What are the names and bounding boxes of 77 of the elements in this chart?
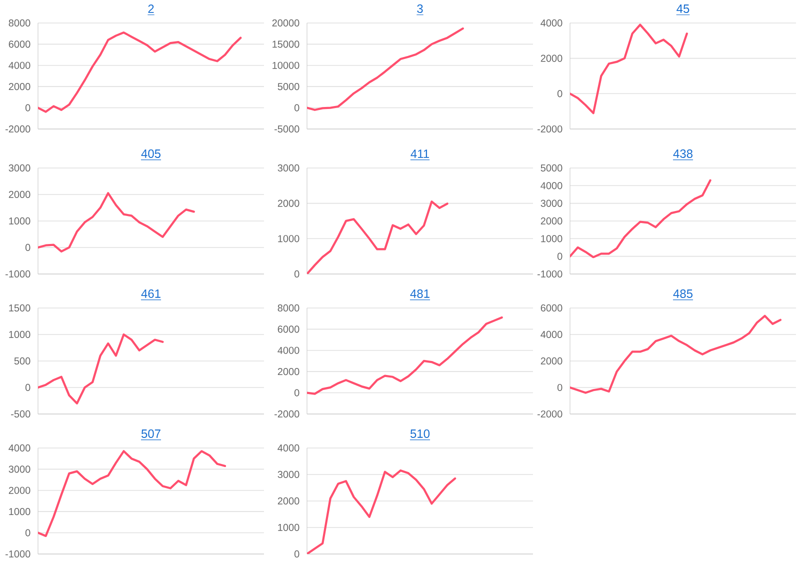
y-tick-label: 2000 (540, 357, 562, 365)
y-tick-label: 0 (294, 550, 300, 558)
y-tick-label: 1500 (9, 304, 30, 312)
y-tick-label: 0 (557, 252, 562, 260)
y-tick-label: 2000 (540, 217, 562, 225)
y-tick-label: 4000 (540, 330, 562, 338)
chart-title: 438 (673, 149, 692, 158)
line-series (307, 200, 448, 274)
y-tick-label: 0 (25, 244, 30, 252)
y-tick-label: -2000 (537, 410, 562, 418)
chart-title: 45 (676, 4, 690, 13)
y-tick-label: 0 (294, 389, 300, 396)
y-tick-label: 3000 (8, 466, 30, 473)
line-series (307, 316, 503, 395)
line-series (307, 27, 464, 111)
y-tick-label: 1000 (9, 217, 30, 225)
y-tick-label: 6000 (540, 304, 562, 312)
chart-title: 461 (141, 289, 160, 298)
line-series (38, 192, 195, 253)
y-tick-label: 0 (294, 104, 300, 112)
y-tick-label: 5000 (278, 83, 300, 90)
y-tick-label: 2000 (8, 190, 30, 198)
chart-title: 481 (410, 289, 430, 298)
y-tick-label: 20000 (272, 19, 300, 27)
line-series (38, 450, 226, 538)
y-tick-label: 0 (25, 384, 30, 392)
y-tick-label: 4000 (278, 346, 300, 354)
chart-title: 411 (410, 150, 429, 158)
y-tick-label: -1000 (5, 270, 30, 278)
y-tick-label: 3000 (278, 164, 300, 172)
y-tick-label: 0 (25, 104, 30, 112)
y-tick-label: 2000 (278, 368, 300, 376)
y-tick-label: 3000 (278, 470, 300, 478)
y-tick-label: 6000 (278, 326, 300, 333)
line-series (570, 179, 712, 258)
chart-title: 2 (148, 4, 154, 13)
y-tick-label: 1000 (9, 330, 30, 338)
y-tick-label: -5000 (274, 125, 300, 133)
y-tick-label: 1000 (541, 235, 562, 242)
y-tick-label: 4000 (540, 19, 562, 27)
y-tick-label: 0 (557, 384, 562, 392)
y-tick-label: 4000 (8, 444, 30, 452)
y-tick-label: 5000 (540, 164, 562, 172)
y-tick-label: -2000 (274, 410, 300, 418)
chart-title: 507 (141, 429, 160, 438)
y-tick-label: 1000 (278, 235, 300, 242)
y-tick-label: 3000 (540, 200, 562, 207)
y-tick-label: 6000 (8, 40, 30, 48)
y-tick-label: 0 (557, 90, 562, 98)
y-tick-label: 2000 (8, 83, 30, 90)
chart-title: 405 (141, 149, 161, 158)
y-tick-label: 4000 (278, 444, 300, 452)
y-tick-label: 4000 (540, 182, 562, 190)
y-tick-label: 2000 (540, 54, 562, 62)
y-tick-label: -500 (11, 410, 30, 418)
chart-title: 3 (417, 4, 423, 13)
y-tick-label: 2000 (278, 497, 300, 505)
y-tick-label: -1000 (537, 270, 562, 278)
chart-title: 510 (410, 429, 430, 438)
line-series (570, 24, 688, 114)
y-tick-label: 0 (25, 529, 30, 536)
chart-title: 485 (673, 289, 693, 298)
y-tick-label: 2000 (8, 486, 30, 494)
y-tick-label: 8000 (278, 304, 300, 312)
y-tick-label: -2000 (537, 125, 562, 133)
y-tick-label: -2000 (5, 125, 30, 133)
y-tick-label: -1000 (5, 550, 30, 558)
y-tick-label: 4000 (8, 62, 30, 69)
y-tick-label: 15000 (272, 40, 300, 48)
y-tick-label: 2000 (278, 200, 300, 207)
y-tick-label: 0 (294, 270, 300, 278)
y-tick-label: 10000 (272, 62, 300, 69)
y-tick-label: 8000 (8, 19, 30, 27)
y-tick-label: 1000 (9, 508, 30, 516)
y-tick-label: 1000 (278, 524, 300, 532)
y-tick-label: 3000 (8, 164, 30, 172)
y-tick-label: 500 (14, 357, 30, 365)
